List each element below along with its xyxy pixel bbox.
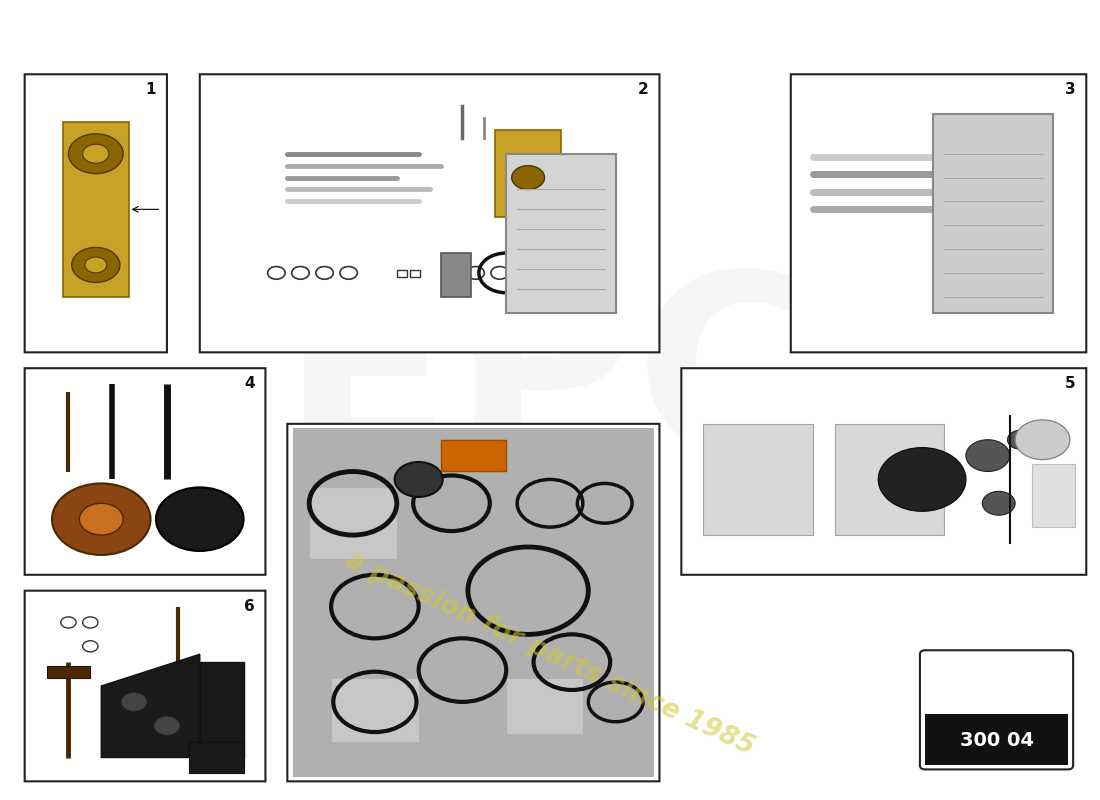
Bar bbox=[933, 114, 1054, 313]
Bar bbox=[506, 154, 616, 313]
Bar bbox=[703, 424, 813, 535]
Circle shape bbox=[1008, 430, 1034, 450]
Bar bbox=[925, 714, 1068, 766]
Polygon shape bbox=[63, 122, 129, 297]
Circle shape bbox=[82, 144, 109, 163]
Bar bbox=[506, 678, 583, 734]
Bar bbox=[331, 678, 419, 742]
Circle shape bbox=[512, 166, 544, 190]
Polygon shape bbox=[101, 654, 200, 758]
Circle shape bbox=[1015, 420, 1070, 459]
Text: 4: 4 bbox=[244, 376, 254, 391]
FancyBboxPatch shape bbox=[920, 650, 1074, 770]
Circle shape bbox=[68, 134, 123, 174]
FancyBboxPatch shape bbox=[24, 368, 265, 574]
FancyBboxPatch shape bbox=[791, 74, 1087, 352]
Circle shape bbox=[79, 503, 123, 535]
Bar bbox=[835, 424, 944, 535]
Text: 5: 5 bbox=[1065, 376, 1076, 391]
Circle shape bbox=[154, 716, 180, 735]
Bar bbox=[200, 662, 243, 758]
Bar bbox=[293, 428, 654, 778]
Bar bbox=[495, 130, 561, 218]
Bar bbox=[309, 487, 397, 559]
FancyBboxPatch shape bbox=[287, 424, 659, 782]
Bar bbox=[397, 270, 407, 277]
Text: 300 04: 300 04 bbox=[959, 730, 1034, 750]
FancyBboxPatch shape bbox=[24, 590, 265, 782]
Bar bbox=[1032, 463, 1076, 527]
FancyBboxPatch shape bbox=[200, 74, 659, 352]
Text: 1: 1 bbox=[145, 82, 156, 98]
FancyBboxPatch shape bbox=[681, 368, 1087, 574]
Circle shape bbox=[121, 692, 147, 711]
Circle shape bbox=[878, 448, 966, 511]
Bar bbox=[410, 270, 420, 277]
Circle shape bbox=[395, 462, 442, 497]
FancyBboxPatch shape bbox=[24, 74, 167, 352]
Bar bbox=[46, 666, 90, 678]
Bar bbox=[189, 742, 243, 774]
Text: 6: 6 bbox=[244, 598, 254, 614]
Circle shape bbox=[966, 440, 1010, 471]
Text: 2: 2 bbox=[638, 82, 649, 98]
Circle shape bbox=[982, 491, 1015, 515]
Text: 7: 7 bbox=[638, 432, 649, 446]
Circle shape bbox=[156, 487, 243, 551]
Text: EPC: EPC bbox=[282, 263, 818, 505]
Text: 3: 3 bbox=[1065, 82, 1076, 98]
Circle shape bbox=[52, 483, 151, 555]
Text: a passion for parts since 1985: a passion for parts since 1985 bbox=[341, 548, 759, 761]
Bar bbox=[441, 253, 471, 297]
Bar bbox=[441, 440, 506, 471]
Circle shape bbox=[85, 257, 107, 273]
Circle shape bbox=[72, 247, 120, 282]
